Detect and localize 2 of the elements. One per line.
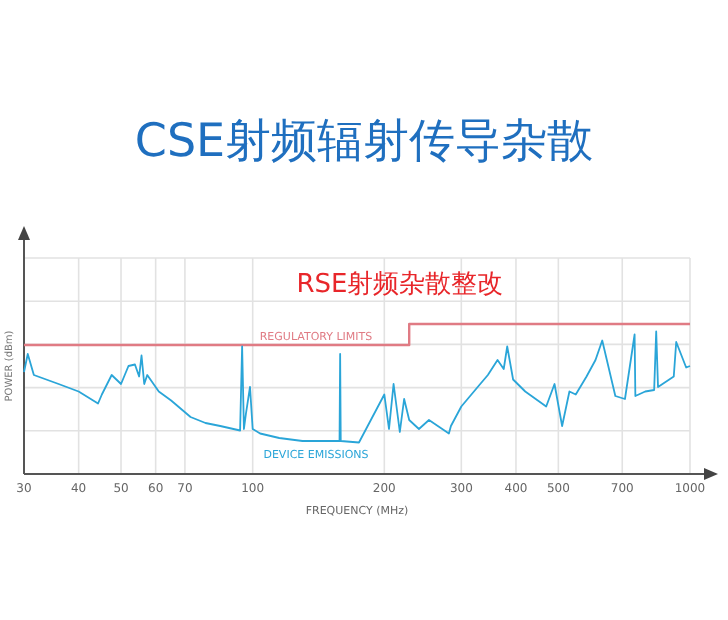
text: RSE射频杂散整改 xyxy=(296,270,504,300)
chart-title: CSE射频辐射传导杂散 xyxy=(134,116,594,168)
